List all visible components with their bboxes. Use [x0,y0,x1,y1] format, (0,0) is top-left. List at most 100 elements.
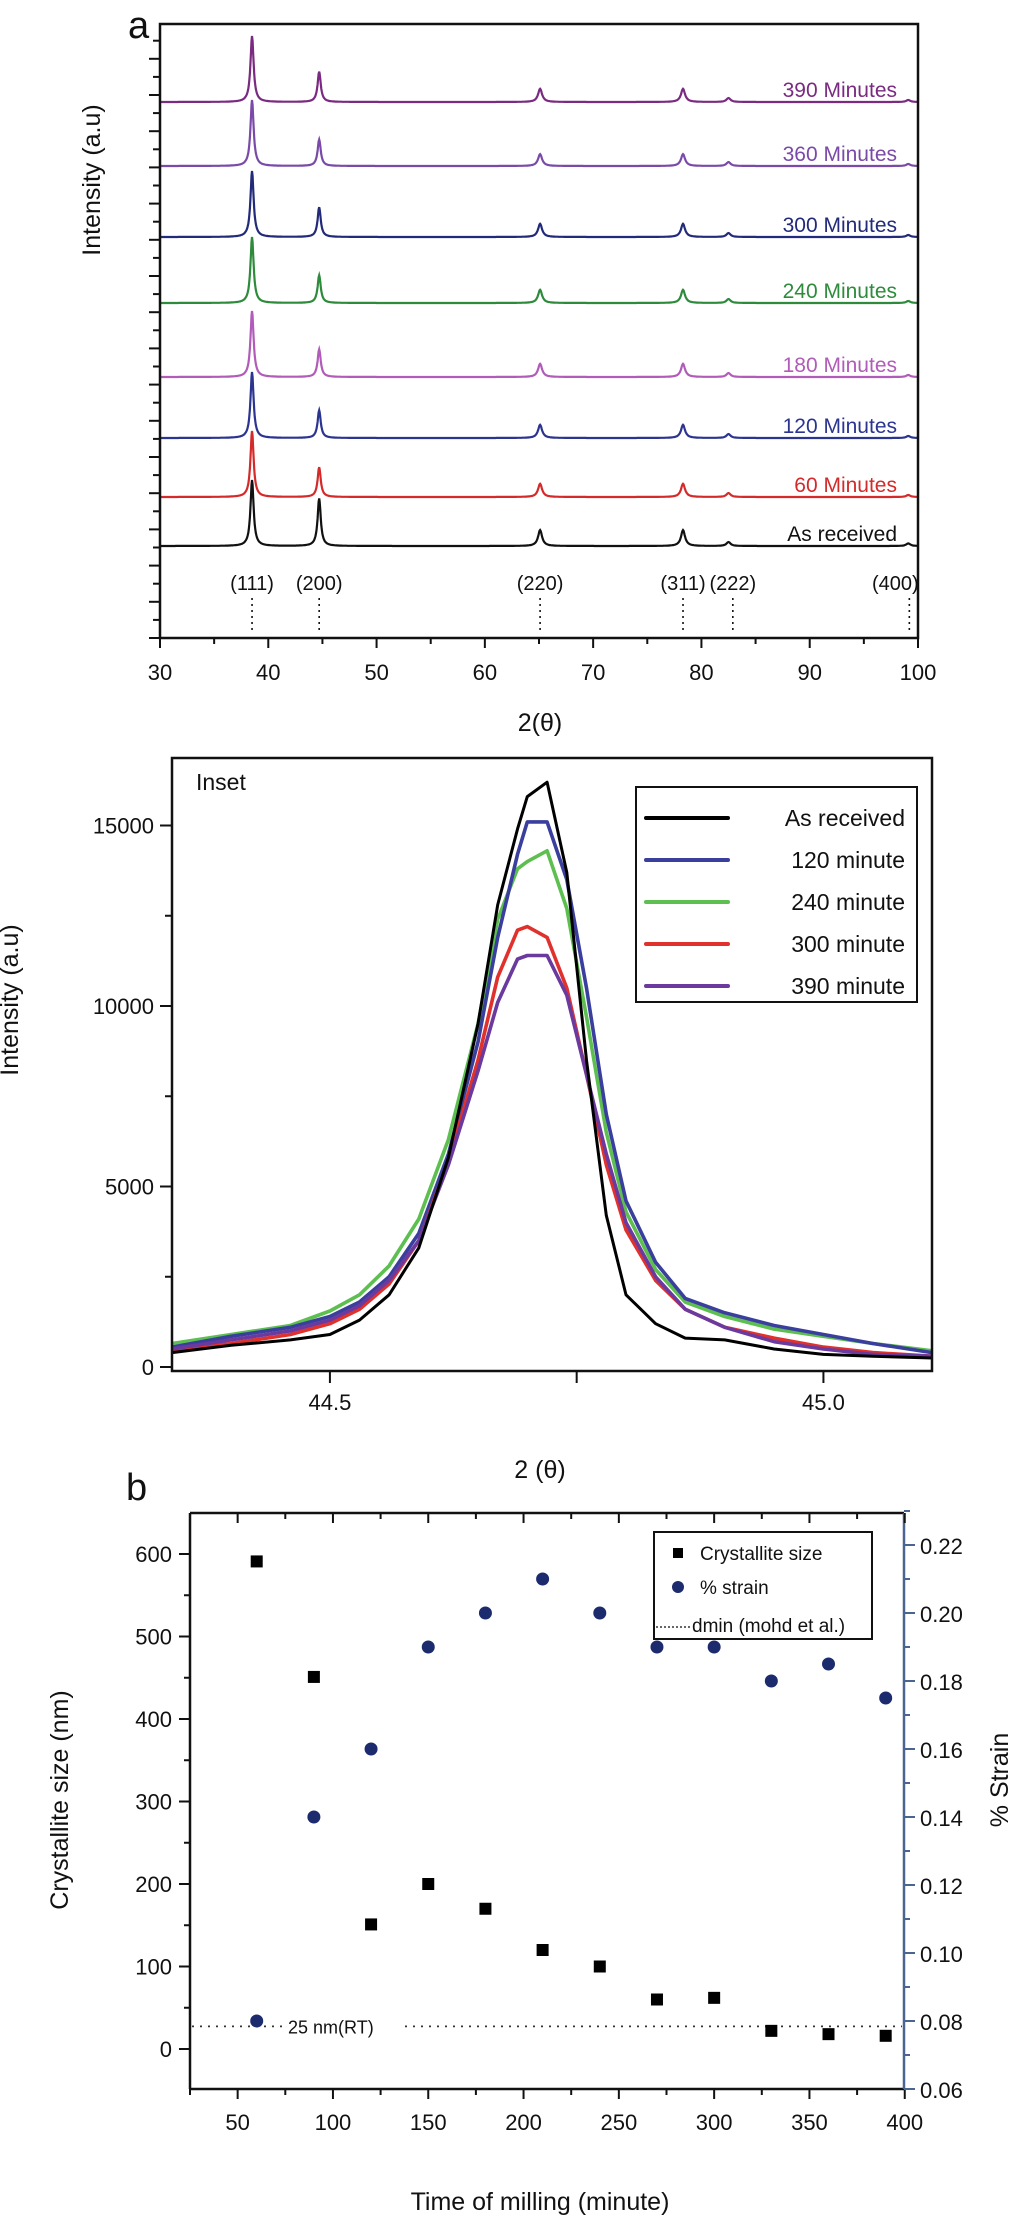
panel-b-x-title: Time of milling (minute) [411,2188,670,2216]
inset-trace-390-minute [171,953,933,1358]
panel-b-x-axis: 50 100 150 200 250 300 350 400 [189,1513,923,2135]
x-tick-label: 40 [256,660,280,685]
y-tick-label: 600 [135,1542,172,1567]
y-tick-label: 400 [135,1707,172,1732]
inset-x-title: 2 (θ) [514,1456,565,1484]
panel-a-y-title: Intensity (a.u) [78,104,106,255]
crystallite-point [479,1902,492,1915]
inset-y-tick-label: 0 [142,1355,154,1380]
legend-label: As received [785,805,905,831]
panel-b-legend: Crystallite size % strain dmin (mohd et al… [653,1531,873,1640]
trace-300-minutes [160,170,918,239]
inset-title: Inset [196,769,246,795]
strain-point [764,1674,778,1688]
right-y-tick-label: 0.18 [920,1670,963,1695]
right-y-tick-label: 0.10 [920,1942,963,1967]
y-tick-label: 200 [135,1872,172,1897]
inset-y-tick-label: 15000 [93,814,154,839]
panel-b-letter: b [126,1467,147,1509]
crystallite-point [250,1555,263,1568]
legend-label: Crystallite size [700,1544,822,1565]
inset-y-title: Intensity (a.u) [0,924,24,1075]
panel-b: b 25 nm(RT) 50 100 150 200 250 300 350 400 0 100… [46,1467,1014,2216]
x-tick-label: 80 [689,660,713,685]
inset-x-tick-label: 45.0 [802,1390,845,1415]
crystallite-point [365,1918,378,1931]
trace-label: 240 Minutes [783,280,897,303]
x-tick-label: 350 [791,2110,828,2135]
inset-y-tick-label: 5000 [105,1175,154,1200]
trace-label: 180 Minutes [783,354,897,377]
panel-inset: Inset 0 5000 10000 15000 44.5 45.0 As receiv… [0,756,934,1484]
panel-a-hkl-markers: (111) (200) (220) (311) (222) (400) [230,573,919,632]
legend-square-marker [673,1548,683,1558]
panel-b-legend-box [653,1531,873,1640]
panel-b-points [250,1555,893,2042]
x-tick-label: 400 [886,2110,923,2135]
y-tick-label: 100 [135,1955,172,1980]
legend-label: 240 minute [791,889,905,915]
strain-point [593,1606,607,1620]
crystallite-point [765,2024,778,2037]
legend-label: 390 minute [791,973,905,999]
trace-label: As received [787,523,897,546]
trace-390-minutes [160,35,918,104]
right-y-tick-label: 0.08 [920,2010,963,2035]
panel-b-left-y-title: Crystallite size (nm) [46,1690,74,1909]
legend-circle-marker [672,1581,684,1593]
panel-a-y-ticks [149,39,160,639]
trace-as-received [160,479,918,548]
strain-point [364,1742,378,1756]
inset-legend-box [635,786,918,1003]
hkl-label: (200) [296,573,343,595]
legend-label: dmin (mohd et al.) [692,1616,845,1637]
x-tick-label: 90 [797,660,821,685]
panel-a-x-title: 2(θ) [518,709,562,737]
trace-label: 390 Minutes [783,79,897,102]
inset-x-tick-label: 44.5 [309,1390,352,1415]
hkl-label: (220) [517,573,564,595]
x-tick-label: 70 [581,660,605,685]
strain-point [307,1810,321,1824]
crystallite-point [879,2029,892,2042]
crystallite-point [822,2028,835,2041]
trace-60-minutes [160,430,918,499]
x-tick-label: 50 [364,660,388,685]
trace-120-minutes [160,371,918,440]
x-tick-label: 60 [473,660,497,685]
trace-label: 300 Minutes [783,214,897,237]
inset-y-tick-label: 10000 [93,994,154,1019]
right-y-tick-label: 0.14 [920,1806,963,1831]
x-tick-label: 100 [315,2110,352,2135]
trace-label: 120 Minutes [783,415,897,438]
strain-point [421,1640,435,1654]
strain-point [536,1572,550,1586]
inset-traces [171,780,933,1360]
hkl-label: (311) [660,573,705,595]
right-y-tick-label: 0.16 [920,1738,963,1763]
panel-b-reference-line: 25 nm(RT) [192,2017,902,2037]
inset-trace-120-minute [171,820,933,1355]
panel-a-trace-labels: As received 60 Minutes 120 Minutes 180 Minu… [783,79,897,546]
panel-a-letter: a [128,5,150,47]
strain-point [707,1640,721,1654]
panel-a-x-axis: 30 40 50 60 70 80 90 100 [148,638,936,685]
crystallite-point [593,1960,606,1973]
strain-point [650,1640,664,1654]
trace-label: 60 Minutes [794,474,897,497]
right-y-tick-label: 0.22 [920,1534,963,1559]
strain-point [879,1691,893,1705]
x-tick-label: 250 [600,2110,637,2135]
crystallite-point [422,1878,435,1890]
y-tick-label: 300 [135,1790,172,1815]
inset-trace-240-minute [171,849,933,1353]
reference-line-annotation: 25 nm(RT) [288,2017,374,2037]
trace-240-minutes [160,236,918,305]
right-y-tick-label: 0.12 [920,1874,963,1899]
crystallite-point [708,1991,721,2004]
inset-legend: As received 120 minute 240 minute 300 minut… [635,786,918,1003]
x-tick-label: 50 [225,2110,249,2135]
x-tick-label: 300 [696,2110,733,2135]
trace-180-minutes [160,310,918,379]
